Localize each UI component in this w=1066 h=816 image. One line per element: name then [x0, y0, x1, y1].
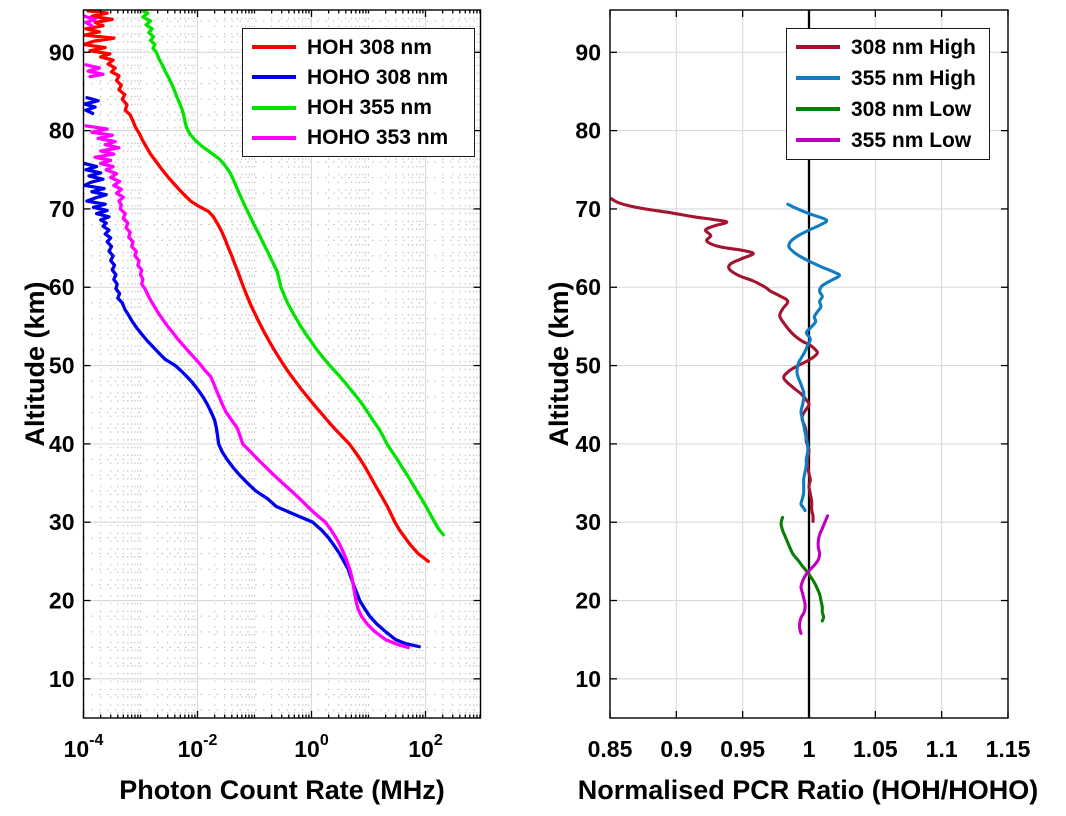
legend-line-sample — [796, 138, 840, 142]
x-tick-label: 0.85 — [588, 736, 633, 762]
x-tick-label: 10-4 — [64, 732, 104, 762]
y-tick-label: 80 — [49, 118, 75, 144]
right-xlabel: Normalised PCR Ratio (HOH/HOHO) — [578, 775, 1039, 805]
legend-entry: 308 nm Low — [787, 99, 989, 120]
x-tick-label: 1.15 — [986, 736, 1031, 762]
y-tick-label: 90 — [575, 39, 601, 65]
y-tick-label: 50 — [49, 353, 75, 379]
legend-line-sample — [252, 135, 296, 140]
legend-entry: HOH 308 nm — [243, 37, 474, 58]
legend-label: HOHO 353 nm — [307, 126, 449, 150]
legend-label: 355 nm Low — [851, 128, 972, 152]
y-tick-label: 10 — [575, 666, 601, 692]
legend-label: HOHO 308 nm — [307, 65, 449, 89]
y-tick-label: 60 — [575, 274, 601, 300]
y-tick-label: 60 — [49, 274, 75, 300]
legend-entry: 355 nm Low — [787, 130, 989, 151]
legend-entry: 308 nm High — [787, 37, 989, 58]
legend-label: HOH 308 nm — [307, 35, 432, 59]
y-tick-label: 70 — [575, 196, 601, 222]
left-xlabel: Photon Count Rate (MHz) — [119, 775, 444, 805]
curve-hoh-355-nm — [138, 10, 445, 537]
legend-label: 308 nm High — [851, 35, 976, 59]
y-tick-label: 30 — [49, 509, 75, 535]
curve-hoho-308-nm — [83, 96, 100, 116]
ticks — [82, 10, 481, 718]
left-ylabel: Altitude (km) — [20, 282, 50, 447]
panel-normalised-pcr-ratio: 0.85 0.9 0.95 1 1.05 1.1 1.15 10 20 30 40 50 60 70 80 9… — [575, 9, 1031, 762]
legend-entry: 355 nm High — [787, 68, 989, 89]
legend-line-sample — [796, 45, 840, 49]
legend-photon-count-rate-profile: HOH 308 nm HOHO 308 nm HOH 355 nm HOHO 353 … — [242, 28, 475, 157]
curve-hoh-308-nm — [83, 10, 430, 564]
right-ylabel: Altitude (km) — [544, 282, 574, 447]
legend-label: 308 nm Low — [851, 97, 972, 121]
legend-line-sample — [252, 45, 296, 50]
x-tick-label: 10-2 — [178, 732, 218, 762]
x-tick-label: 1.1 — [926, 736, 958, 762]
curve-355-nm-high — [786, 202, 842, 513]
ticks — [609, 10, 1009, 718]
y-tick-label: 40 — [49, 431, 75, 457]
x-tick-label: 0.9 — [660, 736, 692, 762]
legend-line-sample — [796, 76, 840, 80]
x-tick-label: 102 — [408, 732, 443, 762]
legend-entry: HOHO 308 nm — [243, 67, 474, 88]
legend-line-sample — [252, 75, 296, 80]
curve-hoho-308-nm — [83, 161, 421, 649]
curve-hoho-353-nm — [84, 124, 410, 650]
x-tick-label: 1 — [803, 736, 816, 762]
legend-line-sample — [796, 107, 840, 111]
y-tick-label: 80 — [575, 118, 601, 144]
legend-line-sample — [252, 105, 296, 110]
legend-entry: HOHO 353 nm — [243, 127, 474, 148]
curve-355-nm-low — [798, 514, 830, 635]
curve-308-nm-high — [610, 197, 819, 523]
legend-label: 355 nm High — [851, 66, 976, 90]
y-tick-label: 10 — [49, 666, 75, 692]
x-tick-label: 100 — [294, 732, 329, 762]
y-tick-label: 40 — [575, 431, 601, 457]
curve-308-nm-low — [779, 515, 826, 623]
y-tick-label: 20 — [49, 588, 75, 614]
y-tick-label: 90 — [49, 39, 75, 65]
x-tick-label: 1.05 — [853, 736, 898, 762]
legend-normalised-pcr-ratio: 308 nm High 355 nm High 308 nm Low 355 nm L… — [786, 27, 990, 160]
curves — [610, 197, 842, 635]
curve-hoho-353-nm — [84, 63, 105, 79]
legend-label: HOH 355 nm — [307, 96, 432, 120]
x-tick-label: 0.95 — [720, 736, 765, 762]
y-tick-label: 20 — [575, 588, 601, 614]
y-tick-label: 70 — [49, 196, 75, 222]
curve-hoho-353-nm — [83, 14, 97, 28]
legend-entry: HOH 355 nm — [243, 97, 474, 118]
curves — [83, 10, 445, 650]
y-tick-label: 30 — [575, 509, 601, 535]
y-tick-label: 50 — [575, 353, 601, 379]
